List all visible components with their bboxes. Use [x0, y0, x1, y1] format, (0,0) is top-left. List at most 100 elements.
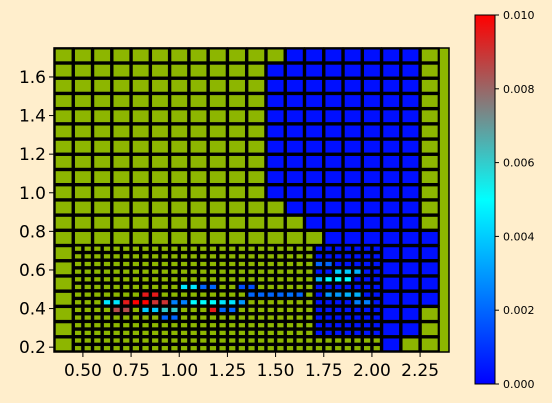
heatmap-cell	[188, 168, 209, 186]
heatmap-cell	[400, 62, 421, 79]
heatmap-cell-fine	[82, 320, 94, 330]
heatmap-cell	[342, 199, 363, 216]
heatmap-cell-fine	[92, 320, 103, 330]
heatmap-cell	[381, 290, 402, 307]
heatmap-cell-fine	[101, 244, 113, 254]
heatmap-cell	[169, 47, 190, 64]
heatmap-cell	[381, 138, 402, 155]
heatmap-cell-fine	[217, 343, 228, 353]
heatmap-cell	[111, 153, 132, 170]
heatmap-cell	[188, 184, 209, 201]
heatmap-cell-fine	[352, 274, 363, 284]
heatmap-cell-fine	[284, 290, 296, 299]
heatmap-cell-fine	[371, 313, 383, 322]
heatmap-cell	[53, 77, 74, 94]
heatmap-cell-fine	[236, 267, 248, 276]
heatmap-cell	[342, 168, 363, 186]
heatmap-cell	[342, 214, 363, 231]
heatmap-cell-fine	[371, 244, 383, 254]
heatmap-cell	[53, 199, 74, 216]
heatmap-cell	[284, 153, 305, 170]
heatmap-cell	[246, 138, 267, 155]
heatmap-cell-fine	[371, 282, 383, 292]
heatmap-cell	[265, 184, 286, 201]
heatmap-cell-fine	[92, 259, 103, 269]
heatmap-cell-fine	[284, 274, 296, 284]
heatmap-cell	[303, 138, 325, 155]
heatmap-cell-fine	[284, 328, 296, 338]
heatmap-cell	[265, 168, 286, 186]
x-tick-label: 1.75	[305, 361, 343, 381]
heatmap-cell	[53, 245, 74, 262]
heatmap-cell-fine	[371, 336, 383, 345]
heatmap-cell-fine	[198, 267, 209, 276]
heatmap-cell-fine	[169, 336, 180, 345]
heatmap-cell-fine	[169, 244, 180, 254]
colorbar-axis: 0.000 0.002 0.004 0.006 0.008 0.010	[495, 9, 535, 391]
heatmap-cell	[381, 214, 402, 231]
heatmap-cell-fine	[120, 336, 132, 345]
heatmap-cell-fine	[246, 282, 257, 292]
heatmap-cell	[53, 260, 74, 277]
heatmap-cell-fine	[178, 343, 190, 353]
heatmap-cell-fine	[265, 282, 277, 292]
heatmap-cell	[72, 153, 94, 170]
heatmap-cell	[53, 229, 74, 247]
heatmap-cell	[149, 214, 171, 231]
heatmap-cell-fine	[198, 297, 209, 307]
heatmap-cell-fine	[82, 282, 94, 292]
heatmap-cell	[111, 92, 132, 110]
heatmap-cell-fine	[169, 305, 180, 315]
heatmap-cell	[130, 138, 151, 155]
heatmap-cell-fine	[120, 252, 132, 261]
colorbar-tick-label: 0.008	[503, 83, 535, 96]
heatmap-cell-fine	[120, 343, 132, 353]
heatmap-cell	[226, 92, 248, 110]
heatmap-cell-fine	[246, 328, 257, 338]
heatmap-cell-fine	[82, 267, 94, 276]
heatmap-cell	[53, 184, 74, 201]
heatmap-cell	[169, 229, 190, 247]
heatmap-cell-fine	[188, 320, 200, 330]
heatmap-cell	[207, 168, 228, 186]
heatmap-cell-fine	[188, 343, 200, 353]
heatmap-cell-fine	[361, 244, 373, 254]
heatmap-cell-fine	[342, 305, 354, 315]
heatmap-cell-fine	[255, 274, 267, 284]
heatmap-cell-fine	[92, 305, 103, 315]
heatmap-cell-fine	[101, 313, 113, 322]
heatmap-cell	[72, 184, 94, 201]
heatmap-cell	[53, 153, 74, 170]
heatmap-cell	[246, 199, 267, 216]
heatmap-cell-fine	[361, 336, 373, 345]
heatmap-cell-fine	[217, 297, 228, 307]
heatmap-cell-fine	[178, 305, 190, 315]
heatmap-cell-fine	[226, 297, 238, 307]
heatmap-cell-fine	[265, 313, 277, 322]
heatmap-cell-fine	[82, 343, 94, 353]
heatmap-cell-fine	[303, 267, 315, 276]
heatmap-cell	[188, 62, 209, 79]
heatmap-cell-fine	[275, 244, 286, 254]
heatmap-cell-fine	[130, 297, 142, 307]
heatmap-cell-fine	[361, 320, 373, 330]
heatmap-cell	[265, 199, 286, 216]
heatmap-cell-fine	[246, 313, 257, 322]
y-axis: 0.2 0.4 0.6 0.8 1.0 1.2 1.4 1.6	[19, 68, 54, 358]
heatmap-cell	[342, 108, 363, 125]
heatmap-cell-fine	[92, 252, 103, 261]
heatmap-cell	[72, 229, 94, 247]
heatmap-cell-fine	[294, 274, 305, 284]
heatmap-cell	[381, 321, 402, 338]
heatmap-cell-fine	[246, 259, 257, 269]
heatmap-cell-fine	[303, 244, 315, 254]
heatmap-cell-fine	[361, 252, 373, 261]
heatmap-cell-fine	[169, 267, 180, 276]
heatmap-cell-fine	[178, 259, 190, 269]
heatmap-cell-fine	[236, 274, 248, 284]
heatmap-cell	[207, 153, 228, 170]
heatmap-cell	[361, 108, 383, 125]
heatmap-cell	[169, 214, 190, 231]
heatmap-cell	[207, 62, 228, 79]
heatmap-cell-fine	[207, 313, 219, 322]
